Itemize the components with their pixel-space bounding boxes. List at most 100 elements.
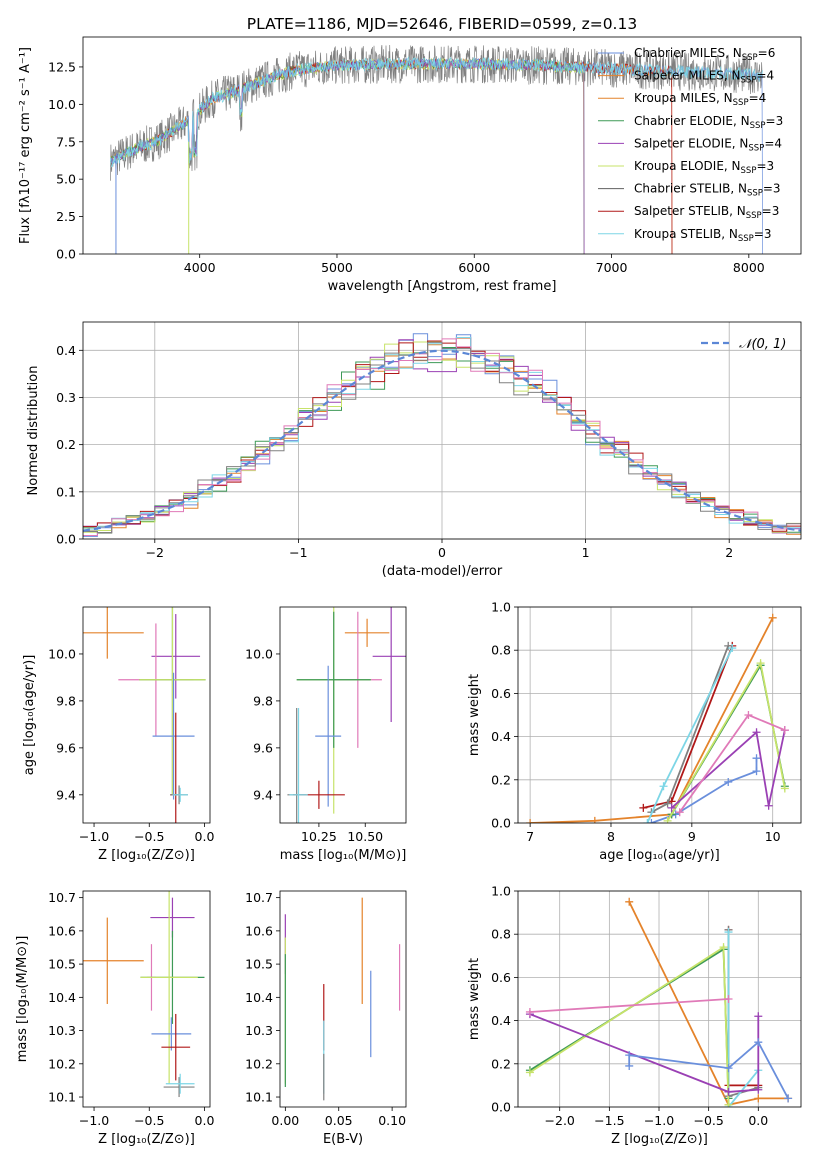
axes-frame (82, 890, 211, 1108)
series-blue-marker (754, 1038, 763, 1047)
series-purple-marker (764, 801, 773, 810)
massweight-vs-metallicity-panel: −2.0 −1.5 −1.0 −0.5 0.0 0.0 0.2 0.4 0.6 0.8 1.0 Z [… (467, 884, 802, 1147)
y-tick-label: 10.0 (48, 97, 76, 112)
series-blue-marker (784, 1094, 793, 1103)
spectrum-gray-line (110, 44, 763, 181)
x-tick-label: 6000 (458, 260, 490, 275)
y-tick-label: 10.1 (245, 1090, 273, 1105)
y-axis-label: mass [log₁₀(M/M⊙)] (15, 936, 30, 1063)
x-tick-label: 0 (438, 545, 446, 560)
x-tick-label: 5000 (321, 260, 353, 275)
plot-area (525, 897, 793, 1107)
y-tick-label: 0.4 (56, 343, 76, 358)
series-red-marker (639, 803, 648, 812)
legend-entry: Salpeter STELIB, NSSP=3 (634, 204, 779, 221)
legend-value: =3 (754, 227, 772, 241)
series-lime-marker (724, 1100, 733, 1107)
y-tick-label: 9.4 (253, 787, 273, 802)
series-blue-marker (724, 777, 733, 786)
x-axis-label: Z [log₁₀(Z/Z⊙)] (611, 1132, 708, 1147)
series-purple-marker (752, 728, 761, 737)
x-axis-label: age [log₁₀(age/yr)] (599, 848, 720, 863)
x-tick-label: −1.5 (594, 1113, 624, 1128)
axes-frame (82, 606, 211, 824)
series-blue-marker (647, 819, 656, 823)
series-cyan-marker (724, 928, 733, 937)
series-lime-marker (525, 1068, 534, 1077)
legend-subscript: SSP (741, 76, 757, 86)
x-tick-label: 0.0 (748, 1113, 768, 1128)
x-tick-label: −2 (146, 545, 164, 560)
series-pink-marker (744, 711, 753, 719)
series-cyan-line (727, 932, 759, 1107)
series-orange-marker (526, 819, 535, 823)
series-lime-marker (663, 816, 672, 823)
y-tick-label: 0.8 (491, 643, 511, 658)
x-tick-label: −1.0 (79, 829, 109, 844)
y-tick-label: 10.0 (48, 646, 76, 661)
y-tick-label: 10.6 (48, 923, 76, 938)
series-purple-marker (754, 1012, 763, 1021)
series-blue-marker (625, 1061, 634, 1070)
legend-subscript: SSP (748, 143, 764, 153)
y-tick-label: 10.7 (48, 890, 76, 905)
x-axis-label: mass [log₁₀(M/M⊙)] (280, 848, 407, 863)
series-purple-line (529, 1013, 760, 1093)
y-tick-label: 0.0 (56, 247, 76, 262)
x-axis-label: wavelength [Angstrom, rest frame] (328, 279, 557, 294)
series-orange-marker (768, 613, 777, 622)
y-tick-label: 10.0 (245, 646, 273, 661)
legend-value: =6 (758, 46, 776, 60)
axes-frame (517, 890, 802, 1108)
legend-entry: Kroupa STELIB, NSSP=3 (634, 227, 772, 244)
y-tick-label: 0.1 (56, 484, 76, 499)
y-tick-label: 0.2 (491, 1056, 511, 1071)
y-tick-label: 7.5 (56, 134, 76, 149)
x-tick-label: 4000 (184, 260, 216, 275)
y-tick-label: 10.3 (48, 1023, 76, 1038)
y-tick-label: 9.8 (253, 693, 273, 708)
legend-entry: Chabrier STELIB, NSSP=3 (634, 182, 781, 199)
legend-value: =3 (766, 114, 784, 128)
x-tick-label: 1 (582, 545, 590, 560)
legend-subscript: SSP (741, 166, 757, 176)
age-vs-metallicity-panel: −1.0 −0.5 0.0 9.4 9.6 9.8 10.0 Z [log₁₀(Z/Z⊙)] a… (22, 606, 214, 863)
series-orange-marker (590, 816, 599, 823)
x-tick-label: −0.5 (134, 1113, 164, 1128)
legend-value: =4 (749, 91, 767, 105)
figure-title: PLATE=1186, MJD=52646, FIBERID=0599, z=0… (247, 15, 637, 33)
axes-frame (82, 321, 802, 540)
plot-area (83, 607, 206, 823)
y-tick-label: 1.0 (491, 884, 511, 899)
x-tick-label: −2.0 (545, 1113, 575, 1128)
mass-vs-extinction-panel: 0.00 0.05 0.10 10.1 10.2 10.3 10.4 10.5 10.6 10.7… (245, 890, 407, 1147)
y-tick-label: 0.4 (491, 1013, 511, 1028)
series-blue-marker (724, 1064, 733, 1073)
plot-area (284, 897, 401, 1101)
plot-area (287, 607, 406, 823)
y-tick-label: 10.5 (48, 957, 76, 972)
series-pink-line (529, 998, 729, 1013)
x-tick-label: 8 (607, 829, 615, 844)
x-tick-label: 0.0 (195, 1113, 215, 1128)
residuals-histogram-panel: −2 −1 0 1 2 0.0 0.1 0.2 0.3 0.4 (data-model)/error… (26, 321, 802, 579)
x-axis-label: E(B-V) (323, 1132, 363, 1147)
y-tick-label: 0.4 (491, 729, 511, 744)
series-cyan-marker (659, 782, 668, 791)
y-tick-label: 0.0 (491, 1100, 511, 1115)
x-tick-label: 7000 (596, 260, 628, 275)
series-purple-marker (754, 1085, 763, 1094)
x-tick-label: 0.00 (271, 1113, 299, 1128)
spectrum-blue-line (110, 57, 763, 254)
legend: Chabrier MILES, NSSP=6 Salpeter MILES, NS… (598, 46, 783, 244)
series-purple-marker (724, 1087, 733, 1096)
x-tick-label: 8000 (733, 260, 765, 275)
age-vs-mass-panel: 10.25 10.50 9.4 9.6 9.8 10.0 mass [log₁₀(M/M⊙)… (245, 606, 407, 863)
legend-value: =3 (762, 204, 780, 218)
legend-entry: 𝒩(0, 1) (739, 337, 786, 352)
legend-subscript: SSP (742, 53, 758, 63)
series-cyan-marker (728, 644, 737, 653)
y-tick-label: 10.1 (48, 1090, 76, 1105)
y-tick-label: 10.5 (245, 957, 273, 972)
legend-entry: Chabrier MILES, NSSP=6 (634, 46, 775, 63)
